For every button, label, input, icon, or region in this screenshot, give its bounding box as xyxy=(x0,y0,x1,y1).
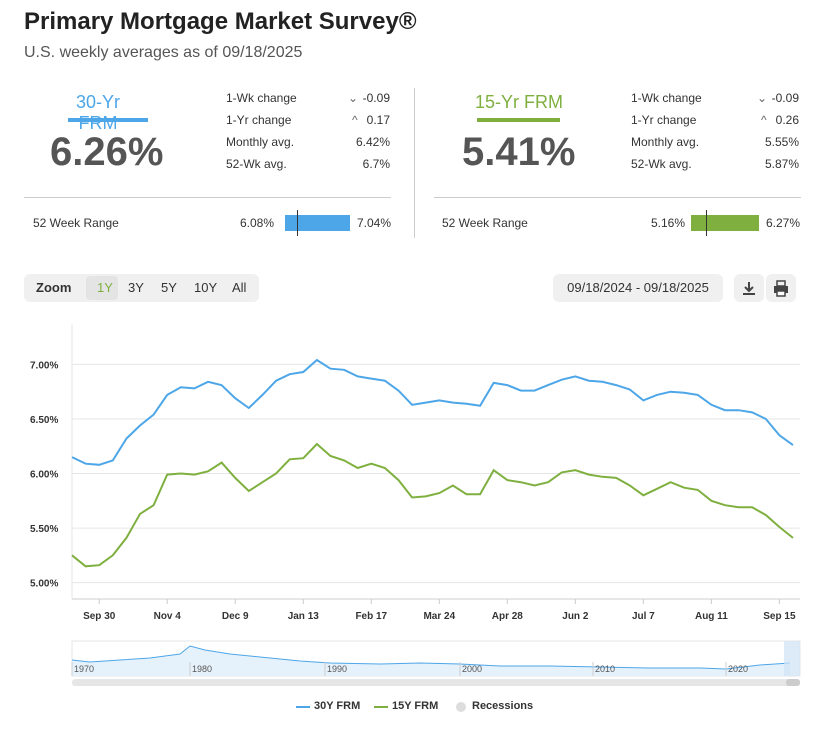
zoom-5y-button[interactable]: 5Y xyxy=(161,280,177,295)
range-label: 52 Week Range xyxy=(33,216,119,230)
y-tick-label: 6.00% xyxy=(30,470,58,481)
legend-recessions[interactable]: Recessions xyxy=(472,700,534,712)
stat-value: 6.7% xyxy=(362,157,390,171)
x-tick-label: Sep 30 xyxy=(83,611,116,622)
rate-name-30yr: 30-Yr FRM xyxy=(75,92,120,133)
x-tick-label: Jun 2 xyxy=(562,611,589,622)
x-tick-label: Feb 17 xyxy=(355,611,387,622)
stat-value: 6.42% xyxy=(355,135,390,149)
navigator-area xyxy=(72,646,790,676)
x-tick-label: Apr 28 xyxy=(492,611,524,622)
x-tick-label: Sep 15 xyxy=(763,611,796,622)
rate-value-15yr: 5.41% xyxy=(462,130,576,174)
legend-swatch-30y xyxy=(296,706,310,708)
navigator-tick-label: 2000 xyxy=(462,664,482,674)
plot-area xyxy=(72,324,800,599)
y-tick-label: 5.00% xyxy=(30,579,58,590)
zoom-all-button[interactable]: All xyxy=(232,280,247,295)
legend-swatch-recessions xyxy=(456,702,466,712)
x-tick-label: Dec 9 xyxy=(222,611,249,622)
y-tick-label: 7.00% xyxy=(30,360,58,371)
navigator-tick-label: 2010 xyxy=(595,664,615,674)
zoom-1y-button[interactable]: 1Y xyxy=(97,280,113,295)
legend-swatch-15y xyxy=(374,706,388,708)
range-current-marker xyxy=(297,210,299,236)
stat-label: 1-Yr change xyxy=(226,113,292,127)
legend-30y[interactable]: 30Y FRM xyxy=(314,700,361,712)
stat-value: -0.09 xyxy=(362,91,390,105)
navigator-scroll-handle xyxy=(786,679,800,686)
zoom-3y-button[interactable]: 3Y xyxy=(128,280,144,295)
print-icon xyxy=(774,280,788,297)
range-low: 5.16% xyxy=(651,216,686,230)
zoom-toolbar xyxy=(24,274,259,302)
zoom-10y-button[interactable]: 10Y xyxy=(194,280,218,295)
navigator-scrollbar xyxy=(72,679,800,686)
divider xyxy=(24,197,391,198)
stat-value: 0.17 xyxy=(366,113,390,127)
stat-value: -0.09 xyxy=(771,91,799,105)
x-tick-label: Nov 4 xyxy=(154,611,182,622)
divider xyxy=(434,197,801,198)
navigator-tick-label: 1970 xyxy=(74,664,94,674)
stat-label: Monthly avg. xyxy=(226,135,295,149)
divider xyxy=(414,88,415,238)
zoom-label: Zoom xyxy=(36,280,72,295)
stat-label: 1-Yr change xyxy=(631,113,697,127)
y-tick-label: 6.50% xyxy=(30,415,58,426)
print-button[interactable] xyxy=(766,274,796,302)
stat-value: 5.87% xyxy=(764,157,799,171)
legend-15y[interactable]: 15Y FRM xyxy=(392,700,439,712)
x-tick-label: Mar 24 xyxy=(423,611,455,622)
y-tick-label: 5.50% xyxy=(30,524,58,535)
rate-underline-30yr xyxy=(68,118,148,122)
chevron-down-icon: ⌄ xyxy=(348,91,359,105)
page-subtitle: U.S. weekly averages as of 09/18/2025 xyxy=(24,44,303,61)
range-high: 7.04% xyxy=(357,216,392,230)
chevron-up-icon: ^ xyxy=(761,113,767,127)
navigator-tick-label: 1990 xyxy=(327,664,347,674)
stat-value: 0.26 xyxy=(775,113,799,127)
page-title: Primary Mortgage Market Survey® xyxy=(24,8,417,35)
date-range-display[interactable]: 09/18/2024 - 09/18/2025 xyxy=(553,274,723,302)
rate-name-15yr: 15-Yr FRM xyxy=(475,92,564,112)
rate-value-30yr: 6.26% xyxy=(50,130,164,174)
x-tick-label: Jul 7 xyxy=(632,611,655,622)
range-current-marker xyxy=(706,210,708,236)
chevron-up-icon: ^ xyxy=(352,113,358,127)
navigator-tick-label: 1980 xyxy=(192,664,212,674)
navigator xyxy=(71,640,801,677)
range-label: 52 Week Range xyxy=(442,216,528,230)
download-button[interactable] xyxy=(734,274,764,302)
range-bar-30yr xyxy=(285,215,350,231)
download-icon xyxy=(743,282,755,295)
range-low: 6.08% xyxy=(240,216,275,230)
stat-label: 52-Wk avg. xyxy=(226,157,287,171)
navigator-series xyxy=(71,645,791,670)
rate-underline-15yr xyxy=(477,118,560,122)
x-tick-label: Jan 13 xyxy=(288,611,320,622)
navigator-window xyxy=(784,641,800,676)
series-line-30y-frm xyxy=(71,358,794,466)
stat-label: Monthly avg. xyxy=(631,135,700,149)
range-bar-15yr xyxy=(691,215,759,231)
series-line-15y-frm xyxy=(71,442,794,568)
chevron-down-icon: ⌄ xyxy=(757,91,768,105)
stat-label: 1-Wk change xyxy=(631,91,702,105)
stat-label: 1-Wk change xyxy=(226,91,297,105)
range-high: 6.27% xyxy=(766,216,801,230)
stat-value: 5.55% xyxy=(764,135,799,149)
zoom-active-bg xyxy=(86,276,118,300)
x-tick-label: Aug 11 xyxy=(695,611,728,622)
stat-label: 52-Wk avg. xyxy=(631,157,692,171)
navigator-tick-label: 2020 xyxy=(728,664,748,674)
